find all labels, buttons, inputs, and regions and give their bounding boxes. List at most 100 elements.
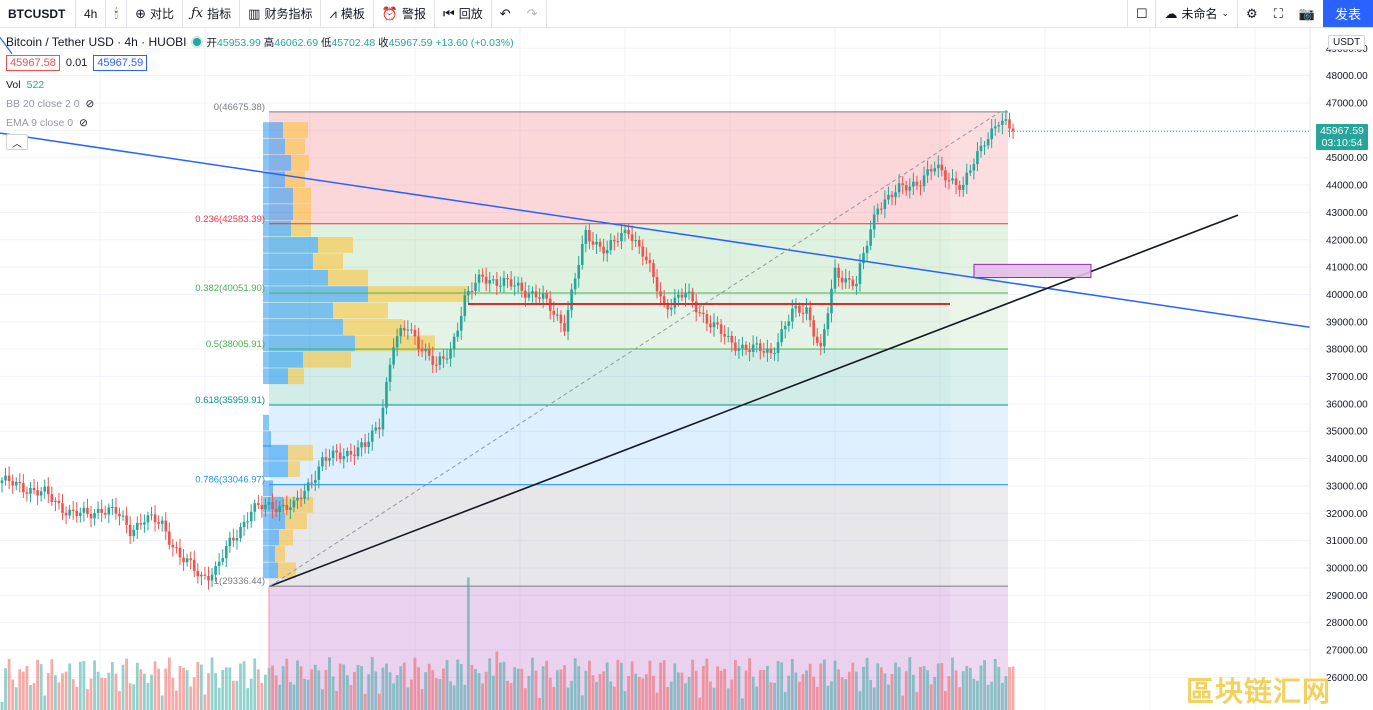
- price-chart[interactable]: 0(46675.38) 0.236(42583.39) 0.382(40051.90…: [0, 28, 1373, 710]
- layout-name-button[interactable]: ☁ 未命名 ⌄: [1156, 0, 1239, 27]
- layout-toggle-button[interactable]: ☐: [1126, 0, 1157, 27]
- candle-body: [207, 575, 210, 581]
- volume-profile-up-bar: [263, 562, 278, 579]
- chevron-up-icon: ︿: [12, 138, 22, 150]
- volume-bar: [89, 678, 93, 710]
- candle-body: [605, 249, 609, 254]
- candle-body: [164, 520, 168, 532]
- volume-bar: [584, 670, 588, 710]
- volume-bar: [997, 666, 1001, 710]
- candle-body: [424, 349, 427, 352]
- volume-bar: [709, 681, 712, 710]
- candle-body: [908, 186, 912, 191]
- candle-body: [438, 356, 442, 365]
- undo-button[interactable]: ↶: [492, 0, 519, 27]
- volume-bar: [210, 657, 214, 710]
- volume-bar: [356, 664, 360, 710]
- sell-price-button[interactable]: 45967.58: [6, 55, 60, 71]
- candle-body: [29, 487, 32, 494]
- redo-button[interactable]: ↷: [519, 0, 547, 27]
- candle-body: [801, 312, 805, 314]
- candle-body: [662, 296, 666, 305]
- buy-price-button[interactable]: 45967.59: [93, 55, 148, 71]
- volume-bar: [879, 667, 883, 710]
- site-watermark-logo: 區块链汇网: [1186, 675, 1332, 708]
- collapse-legend-button[interactable]: ︿: [6, 134, 28, 150]
- settings-button[interactable]: ⚙: [1238, 0, 1266, 27]
- volume-bar: [285, 658, 289, 710]
- fullscreen-button[interactable]: ⛶: [1266, 0, 1291, 27]
- snapshot-button[interactable]: 📷: [1291, 0, 1323, 27]
- volume-bar: [666, 686, 670, 710]
- volume-profile-down-bar: [285, 138, 305, 155]
- candle-body: [246, 521, 249, 523]
- candle-body: [520, 282, 524, 291]
- indicators-button[interactable]: ƒx 指标: [183, 0, 241, 27]
- templates-button[interactable]: ⩘ 模板: [321, 0, 374, 27]
- candle-body: [50, 494, 54, 502]
- volume-bar: [555, 670, 559, 710]
- volume-bar: [110, 661, 114, 710]
- alert-button[interactable]: ⏰ 警报: [374, 0, 436, 27]
- volume-bar: [118, 691, 121, 710]
- candle-body: [851, 279, 855, 287]
- replay-button[interactable]: ⏮ 回放: [435, 0, 492, 27]
- price-tick-label: 47000.00: [1326, 99, 1368, 110]
- candle-body: [645, 256, 648, 261]
- candle-body: [463, 295, 467, 317]
- volume-bar: [926, 670, 929, 710]
- candle-body: [969, 170, 972, 173]
- currency-selector[interactable]: USDT: [1328, 35, 1366, 50]
- volume-bar: [278, 684, 282, 710]
- publish-button[interactable]: 发表: [1322, 0, 1373, 27]
- volume-bar: [944, 691, 947, 710]
- price-tick-label: 29000.00: [1326, 591, 1368, 602]
- candle-body: [812, 320, 815, 337]
- volume-bar: [698, 697, 702, 710]
- price-tick-label: 35000.00: [1326, 427, 1368, 438]
- financials-button[interactable]: ▥ 财务指标: [240, 0, 322, 27]
- candle-body: [983, 145, 986, 147]
- candle-body: [128, 524, 132, 537]
- volume-bar: [345, 675, 349, 710]
- bb-indicator-legend[interactable]: BB 20 close 2 0 ⊘: [6, 97, 95, 110]
- price-tick-label: 26000.00: [1326, 673, 1368, 684]
- ema-indicator-legend[interactable]: EMA 9 close 0 ⊘: [6, 116, 88, 129]
- candle-body: [627, 229, 630, 235]
- candle-body: [929, 169, 933, 172]
- volume-profile-up-bar: [263, 368, 288, 385]
- interval-button[interactable]: 4h: [76, 0, 107, 27]
- candle-body: [976, 151, 979, 165]
- fib-zone: [269, 223, 1008, 294]
- volume-profile-down-bar: [278, 562, 296, 579]
- eye-off-icon[interactable]: ⊘: [85, 97, 95, 110]
- candle-body: [150, 514, 153, 516]
- volume-bar: [694, 670, 698, 710]
- candle-body: [370, 430, 374, 442]
- candle-body: [43, 486, 47, 492]
- compare-button[interactable]: ⊕ 对比: [127, 0, 183, 27]
- candle-body: [313, 479, 317, 484]
- candle-body: [64, 512, 68, 516]
- volume-profile-up-bar: [263, 122, 283, 138]
- drawing-tools[interactable]: [0, 37, 1311, 587]
- eye-off-icon[interactable]: ⊘: [79, 116, 88, 129]
- volume-bar: [427, 663, 431, 710]
- candle-body: [712, 322, 716, 328]
- fib-retracement-fills: [269, 111, 1008, 710]
- candle-body: [267, 502, 271, 505]
- price-tick-label: 44000.00: [1326, 181, 1368, 192]
- volume-bar: [805, 670, 808, 710]
- vol-indicator-legend[interactable]: Vol 522: [6, 78, 45, 91]
- volume-bar: [534, 670, 538, 710]
- candle-body: [157, 522, 160, 524]
- symbol-search-button[interactable]: BTCUSDT: [0, 0, 76, 27]
- candle-body: [214, 566, 217, 575]
- volume-bar: [217, 687, 221, 710]
- candle-body: [972, 164, 976, 171]
- candle-body: [502, 278, 506, 286]
- symbol-title[interactable]: Bitcoin / Tether USD · 4h · HUOBI: [6, 35, 187, 49]
- volume-bar: [4, 668, 7, 710]
- chart-type-button[interactable]: 🕯: [106, 0, 128, 27]
- volume-bar: [424, 672, 428, 710]
